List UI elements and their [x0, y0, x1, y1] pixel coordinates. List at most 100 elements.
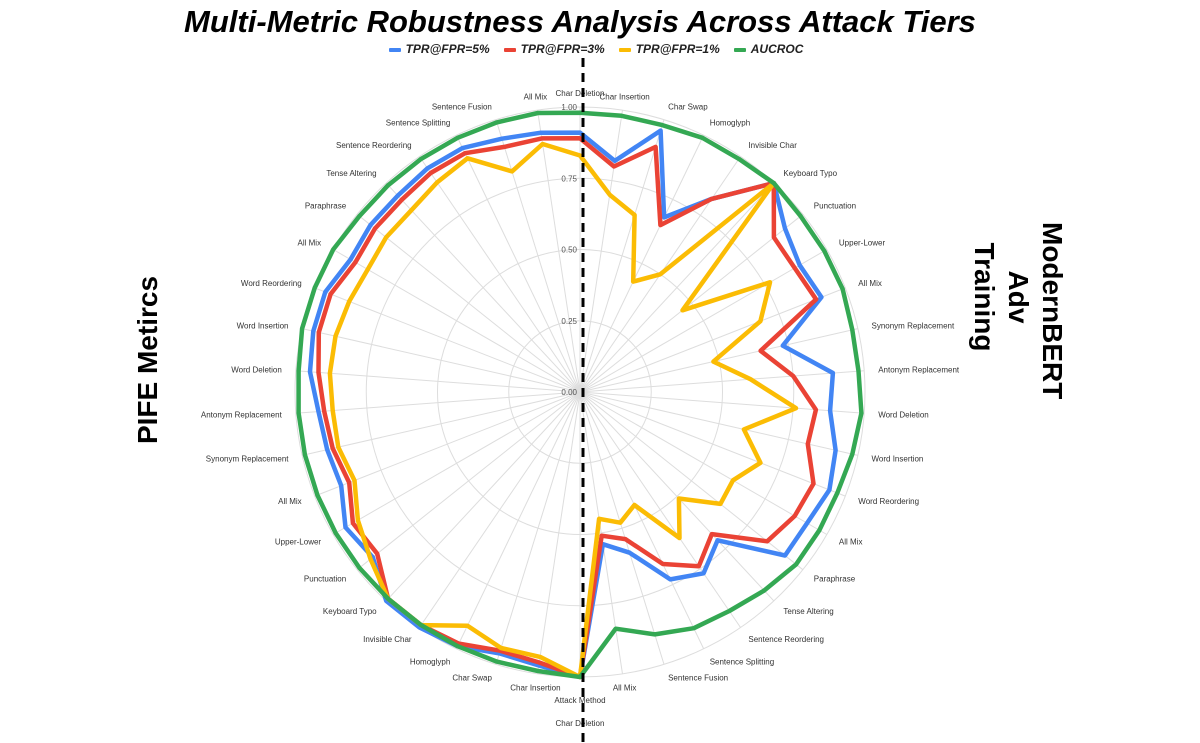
grid-spoke: [579, 328, 858, 393]
category-label: Synonym Replacement: [872, 322, 955, 331]
series-line-aucroc: [296, 110, 864, 680]
category-label: Word Reordering: [858, 497, 919, 506]
grid-spoke: [579, 135, 705, 393]
grid-spoke: [579, 119, 665, 393]
category-label: Keyboard Typo: [323, 607, 377, 616]
grid-spoke: [579, 110, 623, 393]
grid-spoke: [455, 391, 581, 649]
category-label: Word Deletion: [878, 410, 929, 419]
grid-spoke: [332, 249, 581, 393]
grid-spoke: [579, 182, 775, 393]
grid-spoke: [579, 391, 775, 602]
grid-spoke: [579, 391, 846, 497]
category-label: Antonym Replacement: [878, 366, 960, 375]
category-label: Char Insertion: [510, 684, 560, 693]
category-label: Tense Altering: [326, 169, 376, 178]
grid-spoke: [302, 391, 581, 456]
category-label: Sentence Reordering: [748, 635, 824, 644]
category-label: Punctuation: [304, 574, 346, 583]
category-label: Char Insertion: [599, 92, 649, 101]
grid-spoke: [579, 370, 865, 393]
grid-spoke: [419, 391, 581, 628]
grid-spoke: [495, 119, 581, 393]
grid-spoke: [356, 391, 581, 571]
category-label: Invisible Char: [748, 141, 797, 150]
grid-spoke: [302, 328, 581, 393]
radial-tick-labels: 0.00 0.25 0.50 0.75 1.00: [561, 103, 577, 397]
grid-spoke: [455, 135, 581, 393]
grid-spoke: [579, 287, 846, 393]
grid-spoke: [295, 370, 581, 393]
legend: TPR@FPR=5% TPR@FPR=3% TPR@FPR=1% AUCROC: [0, 42, 1192, 56]
grid-spoke: [314, 287, 581, 393]
legend-label: TPR@FPR=5%: [405, 42, 490, 56]
category-label: Paraphrase: [305, 202, 347, 211]
legend-swatch: [388, 47, 401, 52]
legend-item: TPR@FPR=1%: [618, 42, 720, 56]
category-label: Punctuation: [814, 202, 856, 211]
category-label: Char Swap: [668, 102, 708, 111]
category-label: Word Reordering: [241, 279, 302, 288]
category-label: Sentence Fusion: [668, 674, 728, 683]
category-label: Sentence Fusion: [432, 102, 492, 111]
category-label: Sentence Splitting: [710, 657, 775, 666]
radial-tick-label: 0.75: [561, 174, 577, 183]
series-line-tpr-fpr-3-: [316, 136, 819, 680]
legend-swatch: [503, 47, 516, 52]
category-label: All Mix: [839, 538, 863, 547]
radar-series: [296, 110, 864, 680]
radial-tick-label: 0.25: [561, 317, 577, 326]
grid-spoke: [314, 391, 581, 497]
category-label: All Mix: [858, 279, 882, 288]
grid-spoke: [332, 391, 581, 535]
right-side-label: ModernBERT Adv Training: [969, 222, 1068, 400]
left-side-label: PIFE Metircs: [132, 275, 163, 445]
grid-spoke: [356, 213, 581, 393]
category-label: Synonym Replacement: [206, 455, 289, 464]
grid-spoke: [385, 391, 581, 602]
grid-spoke: [579, 391, 741, 628]
category-label: Char Swap: [452, 674, 492, 683]
category-label: Char Deletion: [556, 89, 605, 98]
category-label: Sentence Splitting: [386, 119, 451, 128]
grid-spoke: [579, 391, 665, 665]
category-label: Homoglyph: [410, 657, 450, 666]
category-label: Word Insertion: [872, 455, 924, 464]
legend-item: TPR@FPR=5%: [388, 42, 490, 56]
radial-tick-label: 1.00: [561, 103, 577, 112]
grid-spoke: [579, 391, 828, 535]
legend-label: TPR@FPR=1%: [635, 42, 720, 56]
category-label: Keyboard Typo: [783, 169, 837, 178]
grid-spoke: [579, 391, 705, 649]
category-label: Tense Altering: [783, 607, 833, 616]
category-label: Upper-Lower: [275, 538, 322, 547]
category-label: Homoglyph: [710, 119, 750, 128]
legend-item: TPR@FPR=3%: [503, 42, 605, 56]
legend-swatch: [733, 47, 746, 52]
category-label: Upper-Lower: [839, 239, 886, 248]
chart-title: Multi-Metric Robustness Analysis Across …: [184, 4, 976, 39]
category-label: All Mix: [298, 239, 322, 248]
legend-label: TPR@FPR=3%: [520, 42, 605, 56]
grid-spoke: [537, 110, 581, 393]
attack-method-label: Attack Method: [554, 696, 605, 705]
grid-spoke: [495, 391, 581, 665]
grid-spoke: [295, 391, 581, 414]
category-label: All Mix: [278, 497, 302, 506]
category-label: Antonym Replacement: [201, 410, 283, 419]
grid-spoke: [385, 182, 581, 393]
legend-label: AUCROC: [750, 42, 804, 56]
category-label: Word Deletion: [231, 366, 282, 375]
category-label: Char Deletion: [556, 719, 605, 728]
grid-spoke: [579, 213, 804, 393]
category-label: Paraphrase: [814, 574, 856, 583]
legend-swatch: [618, 47, 631, 52]
category-label: Word Insertion: [237, 322, 289, 331]
radial-tick-label: 0.00: [561, 388, 577, 397]
category-label: All Mix: [613, 684, 637, 693]
legend-item: AUCROC: [733, 42, 804, 56]
grid-spoke: [419, 156, 581, 393]
grid-spoke: [579, 391, 858, 456]
